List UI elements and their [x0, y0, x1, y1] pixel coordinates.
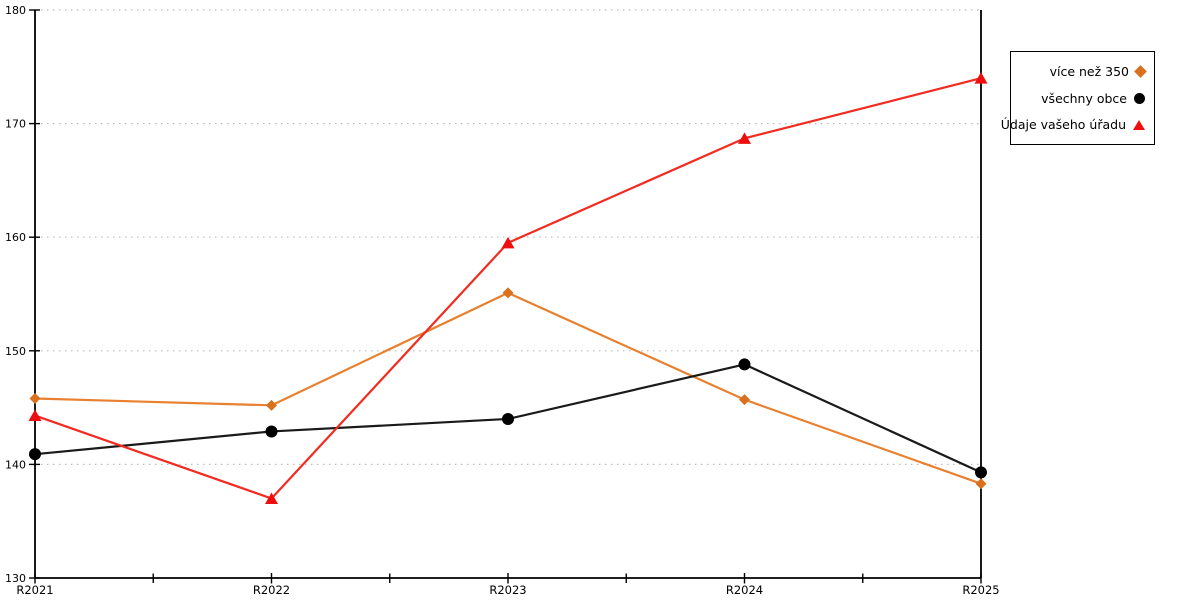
data-point-diamond: [502, 287, 514, 299]
legend-item-udaje-vaseho-uradu: Údaje vašeho úřadu: [1001, 117, 1154, 132]
legend-item-vice-nez-350: více než 350: [1011, 64, 1154, 79]
data-point-triangle: [501, 236, 515, 249]
data-point-diamond: [739, 394, 750, 406]
triangle-icon: [1133, 119, 1145, 130]
y-tick-label: 140: [5, 458, 26, 471]
y-tick-label: 150: [5, 345, 26, 358]
x-tick-label: R2023: [489, 583, 526, 597]
data-point-circle: [738, 358, 751, 371]
y-tick-label: 130: [5, 572, 26, 585]
data-point-triangle: [974, 72, 988, 84]
data-point-circle: [975, 466, 987, 479]
data-point-triangle: [28, 409, 42, 422]
legend-label: více než 350: [1049, 63, 1129, 79]
data-point-triangle: [738, 132, 751, 144]
legend: více než 350 všechny obce Údaje vašeho ú…: [1001, 51, 1155, 145]
data-point-circle: [265, 425, 278, 438]
legend-label: všechny obce: [1041, 90, 1127, 106]
data-point-triangle: [265, 492, 278, 504]
legend-label: Údaje vašeho úřadu: [1000, 117, 1126, 133]
y-tick-label: 170: [5, 118, 26, 131]
diamond-icon: [1134, 64, 1147, 78]
x-tick-label: R2025: [962, 583, 999, 597]
data-point-diamond: [29, 393, 41, 405]
x-tick-label: R2021: [16, 583, 53, 597]
data-point-circle: [29, 448, 41, 461]
data-point-diamond: [266, 399, 277, 411]
x-tick-label: R2024: [726, 583, 763, 597]
y-tick-label: 180: [5, 4, 26, 17]
data-point-circle: [502, 412, 514, 425]
series-line-diamond: [33, 291, 983, 485]
x-tick-label: R2022: [253, 583, 290, 597]
legend-item-vsechny-obce: všechny obce: [1011, 91, 1154, 106]
circle-icon: [1134, 92, 1145, 104]
y-tick-label: 160: [5, 231, 26, 244]
data-point-diamond: [975, 478, 987, 490]
